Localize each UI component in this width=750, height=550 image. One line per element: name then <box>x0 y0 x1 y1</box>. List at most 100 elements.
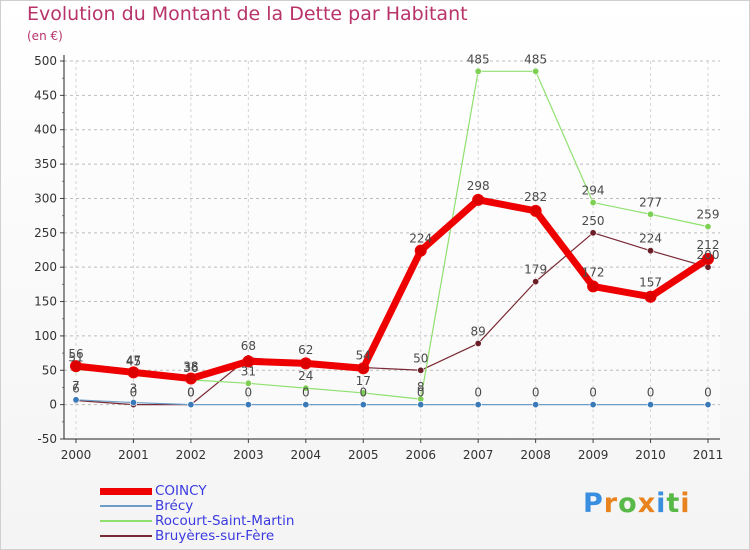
logo-letter: o <box>618 488 638 519</box>
data-label: 0 <box>704 386 712 400</box>
data-label: 0 <box>359 386 367 400</box>
data-label: 31 <box>241 364 256 378</box>
data-point <box>532 67 540 75</box>
data-label: 6 <box>72 382 80 396</box>
data-point <box>702 252 714 265</box>
data-point <box>474 339 482 347</box>
y-tick-label: 300 <box>34 191 57 205</box>
data-point <box>187 401 195 409</box>
data-point <box>589 199 597 207</box>
data-point <box>647 210 655 218</box>
data-label: 56 <box>68 347 83 361</box>
data-label: 0 <box>474 386 482 400</box>
y-tick-label: 150 <box>34 295 57 309</box>
data-label: 0 <box>187 386 195 400</box>
data-label: 224 <box>409 232 432 246</box>
legend-label-brecy: Brécy <box>155 498 194 514</box>
y-tick-label: 100 <box>34 329 57 343</box>
logo-letter: P <box>583 488 604 519</box>
legend-label-coincy: COINCY <box>155 483 207 499</box>
data-point <box>357 362 370 375</box>
data-point <box>127 366 140 379</box>
x-tick-label: 2003 <box>233 448 264 462</box>
data-label: 0 <box>245 386 253 400</box>
y-tick-label: 0 <box>49 398 57 412</box>
data-label: 485 <box>467 52 490 66</box>
data-label: 3 <box>130 382 138 396</box>
x-tick-label: 2001 <box>118 448 149 462</box>
data-point <box>587 280 600 293</box>
data-point <box>704 263 712 271</box>
data-label: 54 <box>356 349 371 363</box>
data-point <box>244 401 252 409</box>
data-label: 0 <box>647 386 655 400</box>
legend-label-bruyeres: Bruyères-sur-Fère <box>155 528 275 544</box>
y-tick-label: 50 <box>42 363 57 377</box>
data-label: 298 <box>467 179 490 193</box>
data-point <box>474 401 482 409</box>
x-tick-label: 2004 <box>291 448 322 462</box>
data-label: 259 <box>697 208 720 222</box>
data-label: 0 <box>417 386 425 400</box>
y-tick-label: -50 <box>37 432 57 446</box>
y-tick-label: 350 <box>34 157 57 171</box>
logo-letter: x <box>637 488 657 519</box>
data-label: 45 <box>126 355 141 369</box>
data-label: 68 <box>241 339 256 353</box>
data-point <box>704 223 712 231</box>
data-point <box>647 247 655 255</box>
data-label: 50 <box>413 351 428 365</box>
data-label: 224 <box>639 232 662 246</box>
logo-letter: i <box>680 488 691 519</box>
data-label: 0 <box>589 386 597 400</box>
legend-swatch-bruyeres <box>100 535 152 537</box>
data-point <box>589 401 597 409</box>
x-tick-label: 2006 <box>405 448 436 462</box>
y-tick-label: 200 <box>34 260 57 274</box>
data-point <box>529 204 542 217</box>
data-label: 0 <box>532 386 540 400</box>
data-point <box>414 244 427 257</box>
x-tick-label: 2010 <box>635 448 666 462</box>
data-label: 8 <box>417 380 425 394</box>
data-label: 250 <box>582 214 605 228</box>
logo-letter: t <box>666 488 681 519</box>
unit-label: (en €) <box>27 29 63 43</box>
series-line-2 <box>75 399 709 406</box>
data-label: 0 <box>130 386 138 400</box>
logo-letter: i <box>656 488 667 519</box>
data-label: 294 <box>582 184 605 198</box>
y-tick-label: 500 <box>34 54 57 68</box>
data-label: 200 <box>697 248 720 262</box>
data-label: 47 <box>126 353 141 367</box>
data-point <box>474 67 482 75</box>
data-point <box>299 357 312 370</box>
data-point <box>129 399 137 407</box>
legend-swatch-brecy <box>100 505 152 507</box>
data-label: 282 <box>524 190 547 204</box>
data-point <box>647 401 655 409</box>
data-point <box>184 372 197 385</box>
data-label: 277 <box>639 195 662 209</box>
x-tick-label: 2000 <box>61 448 92 462</box>
data-label: 0 <box>302 386 310 400</box>
data-label: 38 <box>183 360 198 374</box>
proxiti-logo: Proxiti <box>583 488 691 519</box>
x-tick-label: 2002 <box>176 448 207 462</box>
data-label: 7 <box>72 379 80 393</box>
legend-swatch-coincy <box>100 487 152 495</box>
data-point <box>417 366 425 374</box>
data-point <box>302 401 310 409</box>
data-point <box>302 384 310 392</box>
legend-swatch-rocourt <box>100 520 152 522</box>
data-point <box>532 278 540 286</box>
x-tick-label: 2008 <box>520 448 551 462</box>
plot-area <box>64 61 720 439</box>
chart-title: Evolution du Montant de la Dette par Hab… <box>27 3 468 25</box>
data-point <box>417 401 425 409</box>
data-label: 62 <box>298 343 313 357</box>
data-label: 0 <box>187 386 195 400</box>
logo-letter: r <box>603 488 619 519</box>
